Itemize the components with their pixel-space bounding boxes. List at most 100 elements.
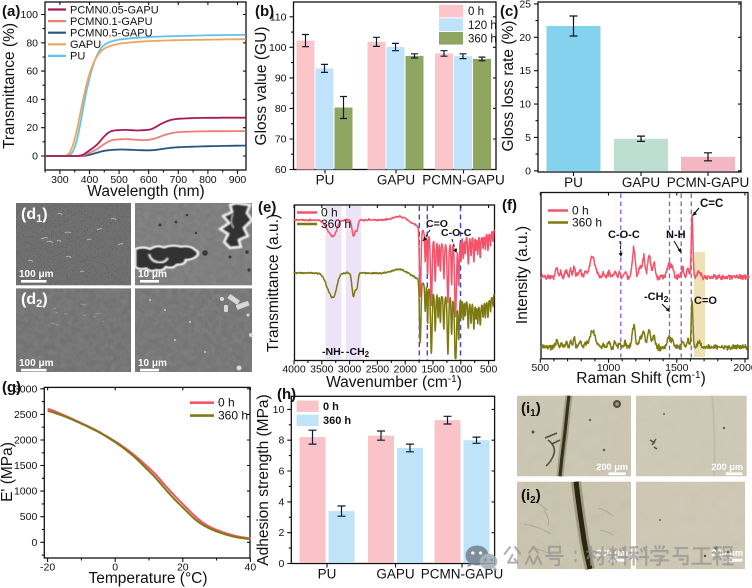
svg-text:2500: 2500: [366, 364, 390, 376]
svg-text:10 μm: 10 μm: [138, 358, 167, 369]
svg-text:120 h: 120 h: [468, 20, 497, 32]
svg-text:PU: PU: [318, 567, 337, 582]
svg-text:PU: PU: [70, 51, 85, 63]
svg-text:900: 900: [229, 174, 247, 186]
svg-text:PCMN0.5-GAPU: PCMN0.5-GAPU: [70, 28, 153, 40]
svg-text:(d2): (d2): [21, 291, 48, 310]
svg-text:90: 90: [275, 72, 287, 84]
svg-text:1500: 1500: [665, 362, 689, 374]
svg-text:(i1): (i1): [521, 400, 541, 419]
svg-text:PU: PU: [316, 173, 335, 188]
svg-text:(f): (f): [502, 197, 517, 214]
svg-text:2: 2: [278, 527, 284, 539]
svg-text:PU: PU: [564, 175, 583, 190]
svg-text:Intensity (a.u.): Intensity (a.u.): [514, 226, 531, 324]
svg-text:200 μm: 200 μm: [596, 462, 628, 472]
svg-text:1000: 1000: [14, 486, 38, 498]
svg-text:300: 300: [51, 174, 69, 186]
svg-text:60: 60: [26, 66, 38, 78]
svg-text:0 h: 0 h: [572, 204, 589, 218]
svg-text:Transmittance (%): Transmittance (%): [1, 23, 18, 149]
svg-text:3000: 3000: [14, 383, 38, 395]
svg-text:100 μm: 100 μm: [19, 269, 54, 280]
svg-text:20: 20: [177, 562, 189, 574]
svg-text:500: 500: [110, 174, 128, 186]
svg-text:360 h: 360 h: [572, 216, 602, 230]
svg-text:100 μm: 100 μm: [19, 358, 54, 369]
svg-text:40: 40: [245, 562, 257, 574]
svg-text:-20: -20: [40, 562, 55, 574]
svg-text:2000: 2000: [14, 435, 38, 447]
svg-text:2500: 2500: [14, 409, 38, 421]
svg-text:15: 15: [519, 65, 531, 77]
svg-text:1500: 1500: [421, 364, 445, 376]
svg-text:360 h: 360 h: [321, 217, 351, 231]
svg-text:C=O: C=O: [426, 218, 448, 230]
svg-text:500: 500: [532, 362, 550, 374]
svg-text:Adhesion strength (MPa): Adhesion strength (MPa): [255, 394, 272, 565]
svg-text:GAPU: GAPU: [70, 39, 101, 51]
svg-text:N-H: N-H: [666, 229, 686, 241]
svg-text:-NH-: -NH-: [322, 346, 345, 358]
svg-text:(i2): (i2): [521, 487, 541, 506]
svg-text:Wavelength (nm): Wavelength (nm): [87, 183, 204, 200]
svg-text:1000: 1000: [597, 362, 621, 374]
svg-text:GAPU: GAPU: [377, 173, 415, 188]
svg-text:3500: 3500: [310, 364, 334, 376]
svg-text:0 h: 0 h: [323, 401, 339, 413]
svg-text:(h): (h): [277, 386, 296, 403]
svg-text:C-O-C: C-O-C: [441, 227, 472, 239]
svg-text:PCMN-GAPU: PCMN-GAPU: [421, 567, 504, 582]
svg-text:(e): (e): [258, 199, 276, 216]
svg-text:360 h: 360 h: [218, 409, 248, 423]
svg-text:4: 4: [278, 496, 284, 508]
svg-text:(a): (a): [2, 3, 20, 20]
svg-text:800: 800: [199, 174, 217, 186]
svg-text:360 h: 360 h: [468, 33, 497, 45]
svg-text:Gloss loss rate (%): Gloss loss rate (%): [500, 21, 517, 152]
svg-text:70: 70: [275, 134, 287, 146]
svg-text:-CH2: -CH2: [644, 291, 669, 304]
svg-text:20: 20: [519, 32, 531, 44]
svg-text:Gloss value (GU): Gloss value (GU): [253, 27, 270, 146]
svg-text:Transmittance (a.u.): Transmittance (a.u.): [265, 214, 282, 352]
svg-text:80: 80: [275, 103, 287, 115]
svg-text:20: 20: [26, 122, 38, 134]
svg-text:Raman Shift (cm-1): Raman Shift (cm-1): [576, 370, 706, 387]
svg-text:1500: 1500: [14, 460, 38, 472]
svg-text:10: 10: [519, 99, 531, 111]
svg-text:100: 100: [20, 9, 38, 21]
svg-text:(c): (c): [500, 3, 518, 20]
svg-text:(b): (b): [255, 3, 274, 20]
svg-text:25: 25: [519, 0, 531, 10]
svg-text:100: 100: [269, 42, 287, 54]
svg-text:40: 40: [26, 94, 38, 106]
svg-text:C=C: C=C: [700, 198, 723, 210]
svg-text:Temperature (°C): Temperature (°C): [88, 570, 207, 587]
svg-text:80: 80: [26, 37, 38, 49]
svg-text:10 μm: 10 μm: [138, 269, 167, 280]
svg-text:400: 400: [81, 174, 99, 186]
svg-text:500: 500: [20, 511, 38, 523]
svg-text:600: 600: [140, 174, 158, 186]
svg-text:6: 6: [278, 466, 284, 478]
svg-text:PCMN0.05-GAPU: PCMN0.05-GAPU: [70, 4, 159, 16]
svg-text:1000: 1000: [449, 364, 473, 376]
svg-text:360 h: 360 h: [323, 415, 351, 427]
svg-text:0: 0: [32, 151, 38, 163]
svg-text:200 μm: 200 μm: [711, 462, 743, 472]
svg-text:8: 8: [278, 435, 284, 447]
svg-text:PCMN0.1-GAPU: PCMN0.1-GAPU: [70, 16, 153, 28]
svg-text:0 h: 0 h: [321, 206, 338, 220]
svg-text:C-O-C: C-O-C: [608, 229, 640, 241]
svg-text:700: 700: [170, 174, 188, 186]
svg-text:0: 0: [525, 165, 531, 177]
svg-text:GAPU: GAPU: [376, 567, 414, 582]
svg-text:GAPU: GAPU: [622, 175, 660, 190]
svg-text:(d1): (d1): [21, 206, 48, 225]
svg-text:200 μm: 200 μm: [711, 548, 743, 558]
svg-text:0 h: 0 h: [468, 6, 484, 18]
svg-text:0 h: 0 h: [218, 396, 235, 410]
svg-text:110: 110: [270, 11, 287, 23]
svg-text:2000: 2000: [733, 362, 752, 374]
